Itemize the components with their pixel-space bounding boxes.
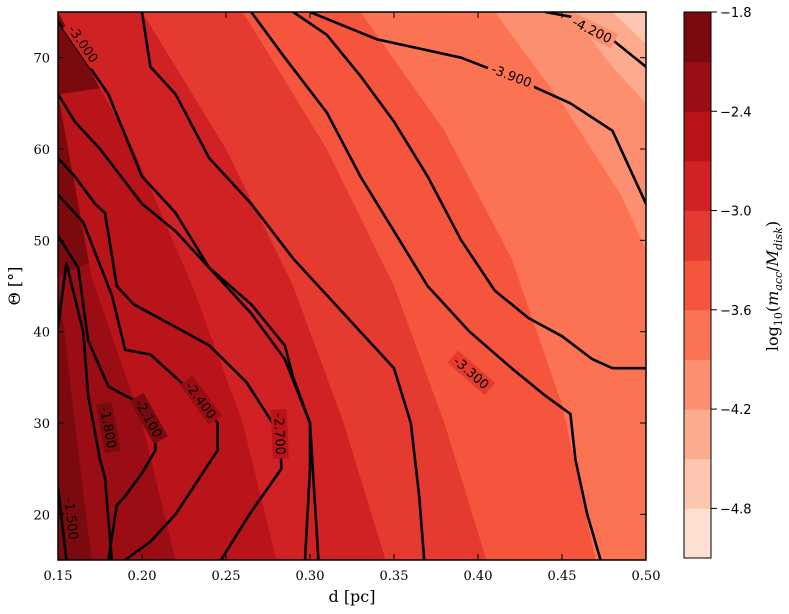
colorbar-segment [684,210,711,261]
colorbar-label: log10(macc/Mdisk) [763,221,785,351]
colorbar-segment [684,12,711,63]
y-tick-label: 60 [33,143,50,158]
colorbar-tick-label: −3.0 [720,205,752,220]
contour-label: -1.800 [96,401,121,454]
colorbar-tick-label: −2.4 [720,105,752,120]
plot-frame [57,11,647,561]
y-axis-label: Θ [°] [5,267,24,306]
colorbar-frame [683,11,712,559]
contour-label-gap [179,375,222,425]
colorbar-segment [684,260,711,311]
fill-region [612,12,646,44]
contour-label-text: -2.700 [270,413,287,456]
contour-line [292,12,646,370]
x-tick-label: 0.30 [296,569,325,584]
colorbar-segment [684,160,711,212]
x-axis-label: d [pc] [328,587,375,606]
y-tick-label: 20 [33,508,50,523]
x-tick-label: 0.45 [548,569,577,584]
x-tick-label: 0.15 [44,569,73,584]
colorbar-segment [684,61,711,112]
colorbar-ticks: −4.8 −4.2 −3.6 −3.0 −2.4 −1.8 [711,6,752,517]
contour-label: -2.700 [270,408,290,460]
contour-line [58,261,114,560]
colorbar-tick-label: −4.8 [720,502,752,517]
contour-label-gap [566,12,618,49]
contour-label-text: -1.500 [61,497,81,540]
y-tick-label: 50 [33,234,50,249]
x-axis-ticks: 0.15 0.20 0.25 0.30 0.35 0.40 0.45 0.50 [44,12,661,584]
colorbar-segment [684,111,711,162]
colorbar-tick-label: −3.6 [720,304,752,319]
contour-label-gap [96,401,121,454]
y-axis-ticks: 20 30 40 50 60 70 [33,52,646,523]
x-tick-label: 0.40 [464,569,493,584]
contour-line [58,93,320,560]
x-tick-label: 0.50 [632,569,661,584]
contour-label-gap [62,19,104,69]
contour-line [250,12,602,560]
fill-region [494,12,646,250]
x-tick-label: 0.20 [128,569,157,584]
filled-contour-regions [58,12,646,560]
colorbar-tick-label: −1.8 [720,6,752,21]
colorbar-tick-label: −4.2 [720,403,752,418]
colorbar-segment [684,409,711,460]
contour-line [140,12,426,560]
x-tick-label: 0.25 [212,569,241,584]
colorbar [684,12,711,559]
contour-label-text: -1.800 [96,406,118,450]
contour-line [58,486,68,560]
y-tick-label: 30 [33,417,50,432]
contour-label-gap [60,493,83,545]
colorbar-segment [684,508,711,559]
contour-label-gap [447,350,496,396]
contour-label: -1.500 [60,493,83,545]
contour-line [58,157,283,560]
y-tick-label: 70 [33,52,50,67]
fill-region [360,12,646,560]
colorbar-segment [684,309,711,360]
contour-label-gap [270,408,290,460]
contour-label-gap [485,59,538,93]
colorbar-segment [684,359,711,410]
colorbar-segment [684,458,711,509]
x-tick-label: 0.35 [380,569,409,584]
y-tick-label: 40 [33,326,50,341]
contour-label-gap [129,392,168,444]
contour-line [58,20,312,560]
